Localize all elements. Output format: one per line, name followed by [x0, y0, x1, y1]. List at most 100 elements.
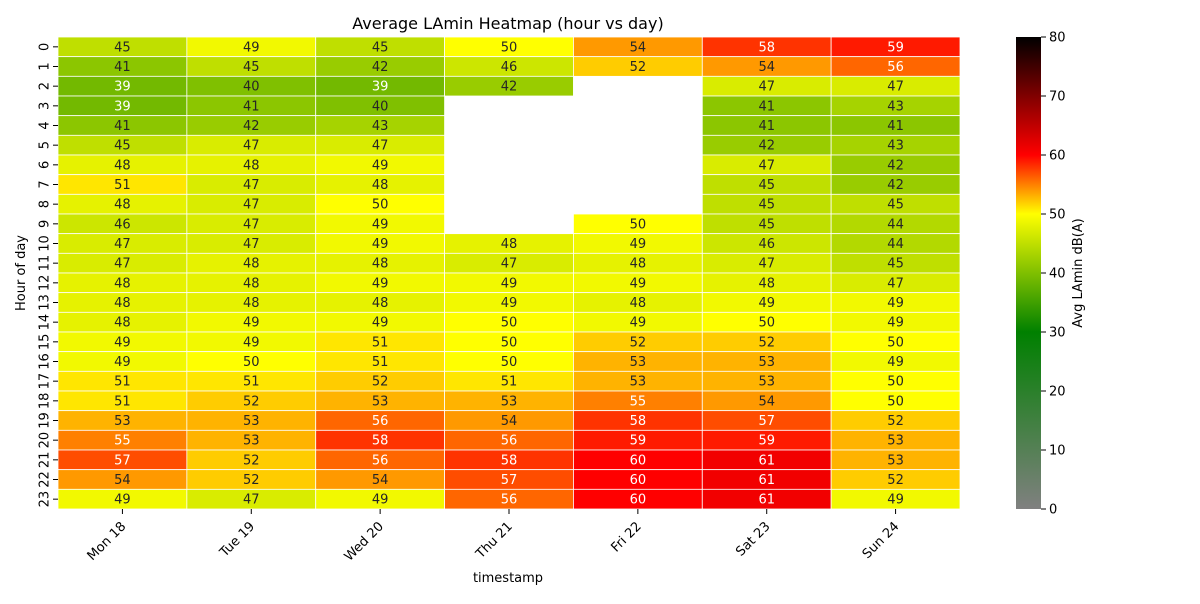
y-tick-label: 15	[38, 334, 53, 351]
heatmap-cell-label: 52	[630, 60, 647, 75]
heatmap-cell-empty	[444, 115, 574, 136]
heatmap-cell-label: 50	[758, 316, 775, 331]
y-axis-label: Hour of day	[14, 235, 29, 311]
heatmap-cell-label: 49	[501, 276, 518, 291]
heatmap-cell-label: 42	[501, 80, 518, 95]
heatmap-cell-label: 53	[630, 375, 647, 390]
heatmap-cell-label: 60	[630, 453, 647, 468]
x-tick-label: Tue 19	[216, 519, 258, 561]
x-tick-label: Sat 23	[733, 519, 773, 559]
heatmap-cell-label: 48	[630, 257, 647, 272]
heatmap-cell-label: 47	[114, 237, 131, 252]
heatmap-cell-label: 42	[758, 139, 775, 154]
y-tick-label: 17	[38, 373, 53, 390]
heatmap-cell-label: 52	[758, 335, 775, 350]
heatmap-cell-label: 51	[243, 375, 260, 390]
x-tick-label: Thu 21	[473, 519, 516, 562]
y-tick-label: 23	[38, 491, 53, 508]
heatmap-cell-label: 58	[758, 40, 775, 55]
y-tick-label: 0	[38, 43, 53, 51]
heatmap-cell-empty	[573, 194, 703, 214]
heatmap-cell-label: 49	[243, 316, 260, 331]
heatmap-cell-label: 59	[887, 40, 904, 55]
colorbar-tick-label: 40	[1049, 267, 1066, 282]
colorbar-ticks: 0 10 20 30 40 50 60 70 80	[1041, 31, 1066, 518]
heatmap-cell-label: 61	[758, 473, 775, 488]
heatmap-cell-label: 58	[501, 453, 518, 468]
colorbar-tick-label: 20	[1049, 385, 1066, 400]
y-tick-label: 3	[38, 102, 53, 110]
heatmap-cell-label: 45	[887, 198, 904, 213]
heatmap-cell-empty	[444, 96, 574, 116]
y-tick-label: 21	[38, 452, 53, 469]
heatmap-cell-label: 45	[114, 139, 131, 154]
heatmap-cell-label: 47	[243, 217, 260, 232]
heatmap-cell-label: 52	[372, 375, 389, 390]
heatmap-cell-label: 49	[243, 40, 260, 55]
x-axis-label: timestamp	[473, 571, 543, 586]
heatmap-cell-label: 51	[114, 178, 131, 193]
y-tick-label: 5	[38, 141, 53, 149]
heatmap-cell-label: 49	[630, 237, 647, 252]
heatmap-cell-label: 47	[243, 139, 260, 154]
heatmap-cell-label: 50	[501, 355, 518, 370]
heatmap-cell-label: 50	[630, 217, 647, 232]
heatmap-cell-label: 42	[372, 60, 389, 75]
heatmap-cell-label: 60	[630, 493, 647, 508]
heatmap-cell-label: 46	[758, 237, 775, 252]
heatmap-cell-label: 50	[887, 375, 904, 390]
colorbar-tick-label: 60	[1049, 149, 1066, 164]
heatmap-cell-label: 45	[887, 257, 904, 272]
heatmap-cell-label: 44	[887, 237, 904, 252]
heatmap-cell-label: 45	[372, 40, 389, 55]
heatmap-cell-label: 52	[887, 473, 904, 488]
heatmap-cell-label: 53	[758, 375, 775, 390]
heatmap-cell-empty	[573, 135, 703, 155]
heatmap-cell-label: 47	[501, 257, 518, 272]
heatmap-cell-label: 49	[372, 316, 389, 331]
heatmap-cell-empty	[444, 155, 574, 175]
heatmap-cell-label: 43	[887, 99, 904, 114]
heatmap-cell-label: 49	[630, 316, 647, 331]
heatmap-cell-label: 39	[372, 80, 389, 95]
heatmap-cell-label: 49	[372, 217, 389, 232]
heatmap-cell-label: 48	[630, 296, 647, 311]
heatmap-cell-label: 47	[243, 493, 260, 508]
heatmap-cell-label: 45	[243, 60, 260, 75]
heatmap-cell-label: 41	[887, 119, 904, 134]
heatmap-cell-label: 45	[758, 198, 775, 213]
colorbar-tick-label: 10	[1049, 444, 1066, 459]
heatmap-cell-label: 56	[372, 414, 389, 429]
heatmap-cell-label: 53	[887, 434, 904, 449]
heatmap-cell-label: 48	[243, 276, 260, 291]
heatmap-cell-label: 49	[501, 296, 518, 311]
heatmap-cell-label: 41	[243, 99, 260, 114]
heatmap-cell-label: 48	[114, 296, 131, 311]
heatmap-cell-label: 47	[243, 198, 260, 213]
heatmap-cell-label: 48	[114, 198, 131, 213]
heatmap-cell-label: 48	[372, 296, 389, 311]
heatmap-cell-label: 51	[372, 335, 389, 350]
y-tick-label: 10	[38, 235, 53, 252]
x-tick-label: Mon 18	[85, 519, 130, 564]
y-tick-label: 16	[38, 353, 53, 370]
heatmap-cell-label: 50	[501, 316, 518, 331]
heatmap-cell-empty	[444, 135, 574, 155]
y-tick-label: 2	[38, 82, 53, 90]
colorbar-gradient	[1016, 37, 1041, 509]
heatmap-cell-label: 55	[630, 394, 647, 409]
heatmap-cell-empty	[573, 96, 703, 116]
heatmap-cell-label: 48	[114, 316, 131, 331]
heatmap-cell-label: 47	[114, 257, 131, 272]
y-tick-label: 12	[38, 275, 53, 292]
heatmap-cell-label: 41	[758, 119, 775, 134]
heatmap-cell-label: 54	[630, 40, 647, 55]
heatmap-cell-label: 52	[887, 414, 904, 429]
heatmap-cell-label: 53	[372, 394, 389, 409]
y-tick-label: 9	[38, 220, 53, 228]
heatmap-cell-label: 49	[887, 316, 904, 331]
heatmap-cell-label: 39	[114, 80, 131, 95]
